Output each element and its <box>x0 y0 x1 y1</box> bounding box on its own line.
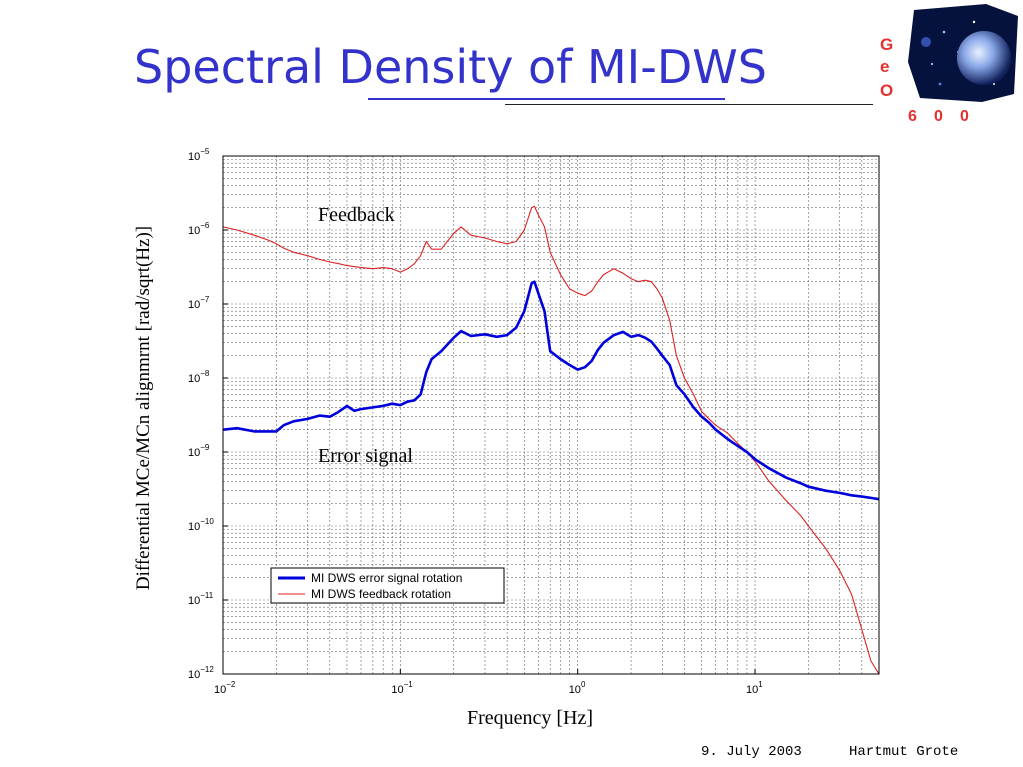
logo-letter-g: G <box>880 35 893 54</box>
y-axis-label: Differential MCe/MCn alignmrnt [rad/sqrt… <box>133 226 154 590</box>
annotation-feedback: Feedback <box>318 204 395 226</box>
logo-digit-6: 6 <box>908 108 917 125</box>
x-tick-label: 10−1 <box>391 680 413 696</box>
legend-label-feedback: MI DWS feedback rotation <box>311 587 451 601</box>
slide-title: Spectral Density of MI-DWS <box>134 40 767 94</box>
logo-digit-0a: 0 <box>934 108 943 125</box>
legend-box <box>270 567 505 604</box>
title-rule <box>505 104 873 105</box>
geo600-logo: G e O 6 0 0 <box>880 4 1018 125</box>
y-tick-label: 10−10 <box>188 517 214 533</box>
x-tick-label: 10−2 <box>214 680 236 696</box>
annotation-error-signal: Error signal <box>318 445 413 467</box>
x-tick-label: 101 <box>746 680 763 696</box>
logo-letter-e: e <box>880 57 889 76</box>
legend-label-error: MI DWS error signal rotation <box>311 571 462 585</box>
logo-letter-o: O <box>880 81 893 100</box>
y-tick-label: 10−11 <box>188 591 214 607</box>
x-axis-label: Frequency [Hz] <box>467 707 593 729</box>
plot-frame <box>222 155 880 675</box>
legend: MI DWS error signal rotation MI DWS feed… <box>270 567 505 604</box>
y-tick-label: 10−12 <box>188 665 214 681</box>
curves <box>222 205 880 675</box>
grid <box>222 156 880 675</box>
title-underline <box>368 98 725 100</box>
series-line-feedback <box>222 205 880 675</box>
y-tick-label: 10−6 <box>188 221 210 237</box>
series-line-error-signal <box>222 280 880 501</box>
footer-author: Hartmut Grote <box>849 744 959 760</box>
tick-labels: 10−2 10−1 100 101 10−5 10−6 10−7 10−8 10−9 10−10 1… <box>188 147 763 696</box>
y-tick-label: 10−9 <box>188 443 210 459</box>
x-tick-label: 100 <box>569 680 586 696</box>
y-tick-label: 10−5 <box>188 147 210 163</box>
y-tick-label: 10−8 <box>188 369 210 385</box>
y-tick-label: 10−7 <box>188 295 210 311</box>
logo-digit-0b: 0 <box>960 108 969 125</box>
footer-date: 9. July 2003 <box>701 744 802 760</box>
